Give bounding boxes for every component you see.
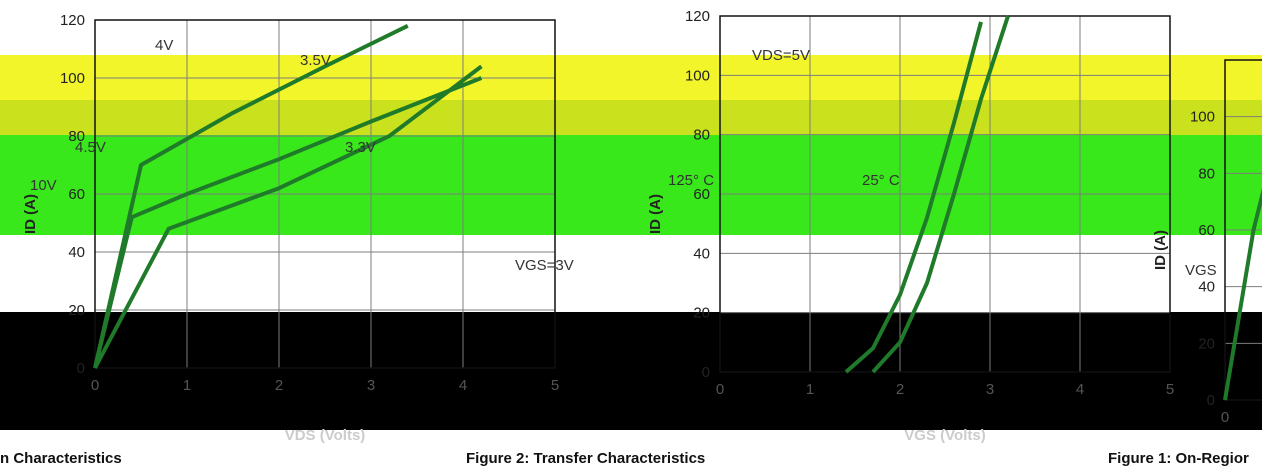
annotation-label: 10V bbox=[30, 177, 57, 194]
y-tick-label: 80 bbox=[68, 128, 85, 145]
y-axis-label: ID (A) bbox=[22, 194, 39, 234]
y-axis-label: ID (A) bbox=[647, 194, 664, 234]
y-tick-label: 0 bbox=[702, 364, 710, 381]
y-tick-label: 100 bbox=[1190, 109, 1215, 126]
annotation-label: 3.5V bbox=[300, 52, 331, 69]
y-tick-label: 80 bbox=[1198, 165, 1215, 182]
x-tick-label: 5 bbox=[551, 377, 559, 394]
x-tick-label: 5 bbox=[1166, 381, 1174, 398]
annotation-label: VGS=3V bbox=[515, 257, 574, 274]
x-tick-label: 4 bbox=[1076, 381, 1084, 398]
y-tick-label: 20 bbox=[68, 302, 85, 319]
x-tick-label: 0 bbox=[1221, 409, 1229, 426]
annotation-label: VGS bbox=[1185, 262, 1217, 279]
y-tick-label: 0 bbox=[1207, 392, 1215, 409]
y-tick-label: 0 bbox=[77, 360, 85, 377]
annotation-label: 125° C bbox=[668, 172, 714, 189]
series-line bbox=[93, 76, 483, 369]
x-tick-label: 0 bbox=[716, 381, 724, 398]
y-tick-label: 40 bbox=[1198, 279, 1215, 296]
y-tick-label: 20 bbox=[693, 305, 710, 322]
y-tick-label: 40 bbox=[693, 245, 710, 262]
y-tick-label: 60 bbox=[68, 186, 85, 203]
caption-right: Figure 1: On-Regior bbox=[1108, 450, 1249, 467]
annotation-label: VDS=5V bbox=[752, 47, 810, 64]
y-tick-label: 60 bbox=[693, 186, 710, 203]
x-tick-label: 2 bbox=[275, 377, 283, 394]
chart-1: 0 1 2 3 4 5 0 20 40 60 80 100 120 10V 4.5V 4V 3.5V 3.3V VG… bbox=[22, 12, 574, 444]
plot-frame bbox=[719, 15, 1171, 373]
x-axis-label: VDS (Volts) bbox=[285, 427, 366, 444]
series-line bbox=[93, 24, 409, 369]
y-tick-label: 120 bbox=[60, 12, 85, 29]
x-tick-label: 3 bbox=[986, 381, 994, 398]
x-tick-label: 1 bbox=[806, 381, 814, 398]
plot-frame bbox=[94, 19, 556, 369]
series-line bbox=[871, 15, 1010, 374]
y-axis-label: ID (A) bbox=[1152, 230, 1169, 270]
chart-3: 012345020406080100VGSVDS (VoID (A) bbox=[1152, 59, 1262, 426]
x-tick-label: 4 bbox=[459, 377, 467, 394]
y-tick-label: 60 bbox=[1198, 222, 1215, 239]
caption-left: n Characteristics bbox=[0, 450, 122, 467]
band-black bbox=[0, 312, 1262, 430]
band-olive bbox=[0, 100, 1262, 135]
x-axis-label: VGS (Volts) bbox=[904, 427, 985, 444]
x-tick-label: 3 bbox=[367, 377, 375, 394]
series-line bbox=[844, 21, 983, 374]
series-line bbox=[1223, 187, 1262, 401]
y-tick-label: 120 bbox=[685, 8, 710, 25]
annotation-label: 25° C bbox=[862, 172, 900, 189]
y-tick-label: 80 bbox=[693, 127, 710, 144]
caption-middle: Figure 2: Transfer Characteristics bbox=[466, 450, 706, 467]
y-tick-label: 100 bbox=[685, 67, 710, 84]
y-tick-label: 100 bbox=[60, 70, 85, 87]
plot-frame bbox=[1224, 59, 1262, 401]
annotation-label: 4.5V bbox=[75, 139, 106, 156]
x-tick-label: 0 bbox=[91, 377, 99, 394]
x-tick-label: 1 bbox=[183, 377, 191, 394]
y-tick-label: 20 bbox=[1198, 335, 1215, 352]
annotation-label: 4V bbox=[155, 37, 173, 54]
y-tick-label: 40 bbox=[68, 244, 85, 261]
chart-2: 0 1 2 3 4 5 0 20 40 60 80 100 120 VDS=5V 125° C 25° C VG… bbox=[647, 8, 1174, 444]
series-line bbox=[93, 64, 483, 369]
x-tick-label: 2 bbox=[896, 381, 904, 398]
annotation-label: 3.3V bbox=[345, 139, 376, 156]
